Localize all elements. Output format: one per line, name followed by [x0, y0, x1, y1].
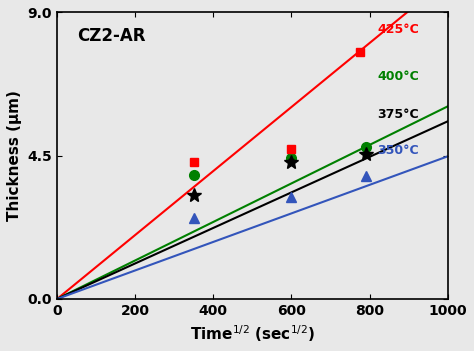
X-axis label: Time$^{1/2}$ (sec$^{1/2}$): Time$^{1/2}$ (sec$^{1/2}$) [190, 323, 315, 344]
Text: CZ2-AR: CZ2-AR [77, 27, 145, 45]
Y-axis label: Thickness (μm): Thickness (μm) [7, 90, 22, 221]
Text: 350°C: 350°C [377, 144, 419, 157]
Text: 425°C: 425°C [377, 24, 419, 37]
Text: 375°C: 375°C [377, 108, 419, 121]
Text: 400°C: 400°C [377, 69, 419, 82]
